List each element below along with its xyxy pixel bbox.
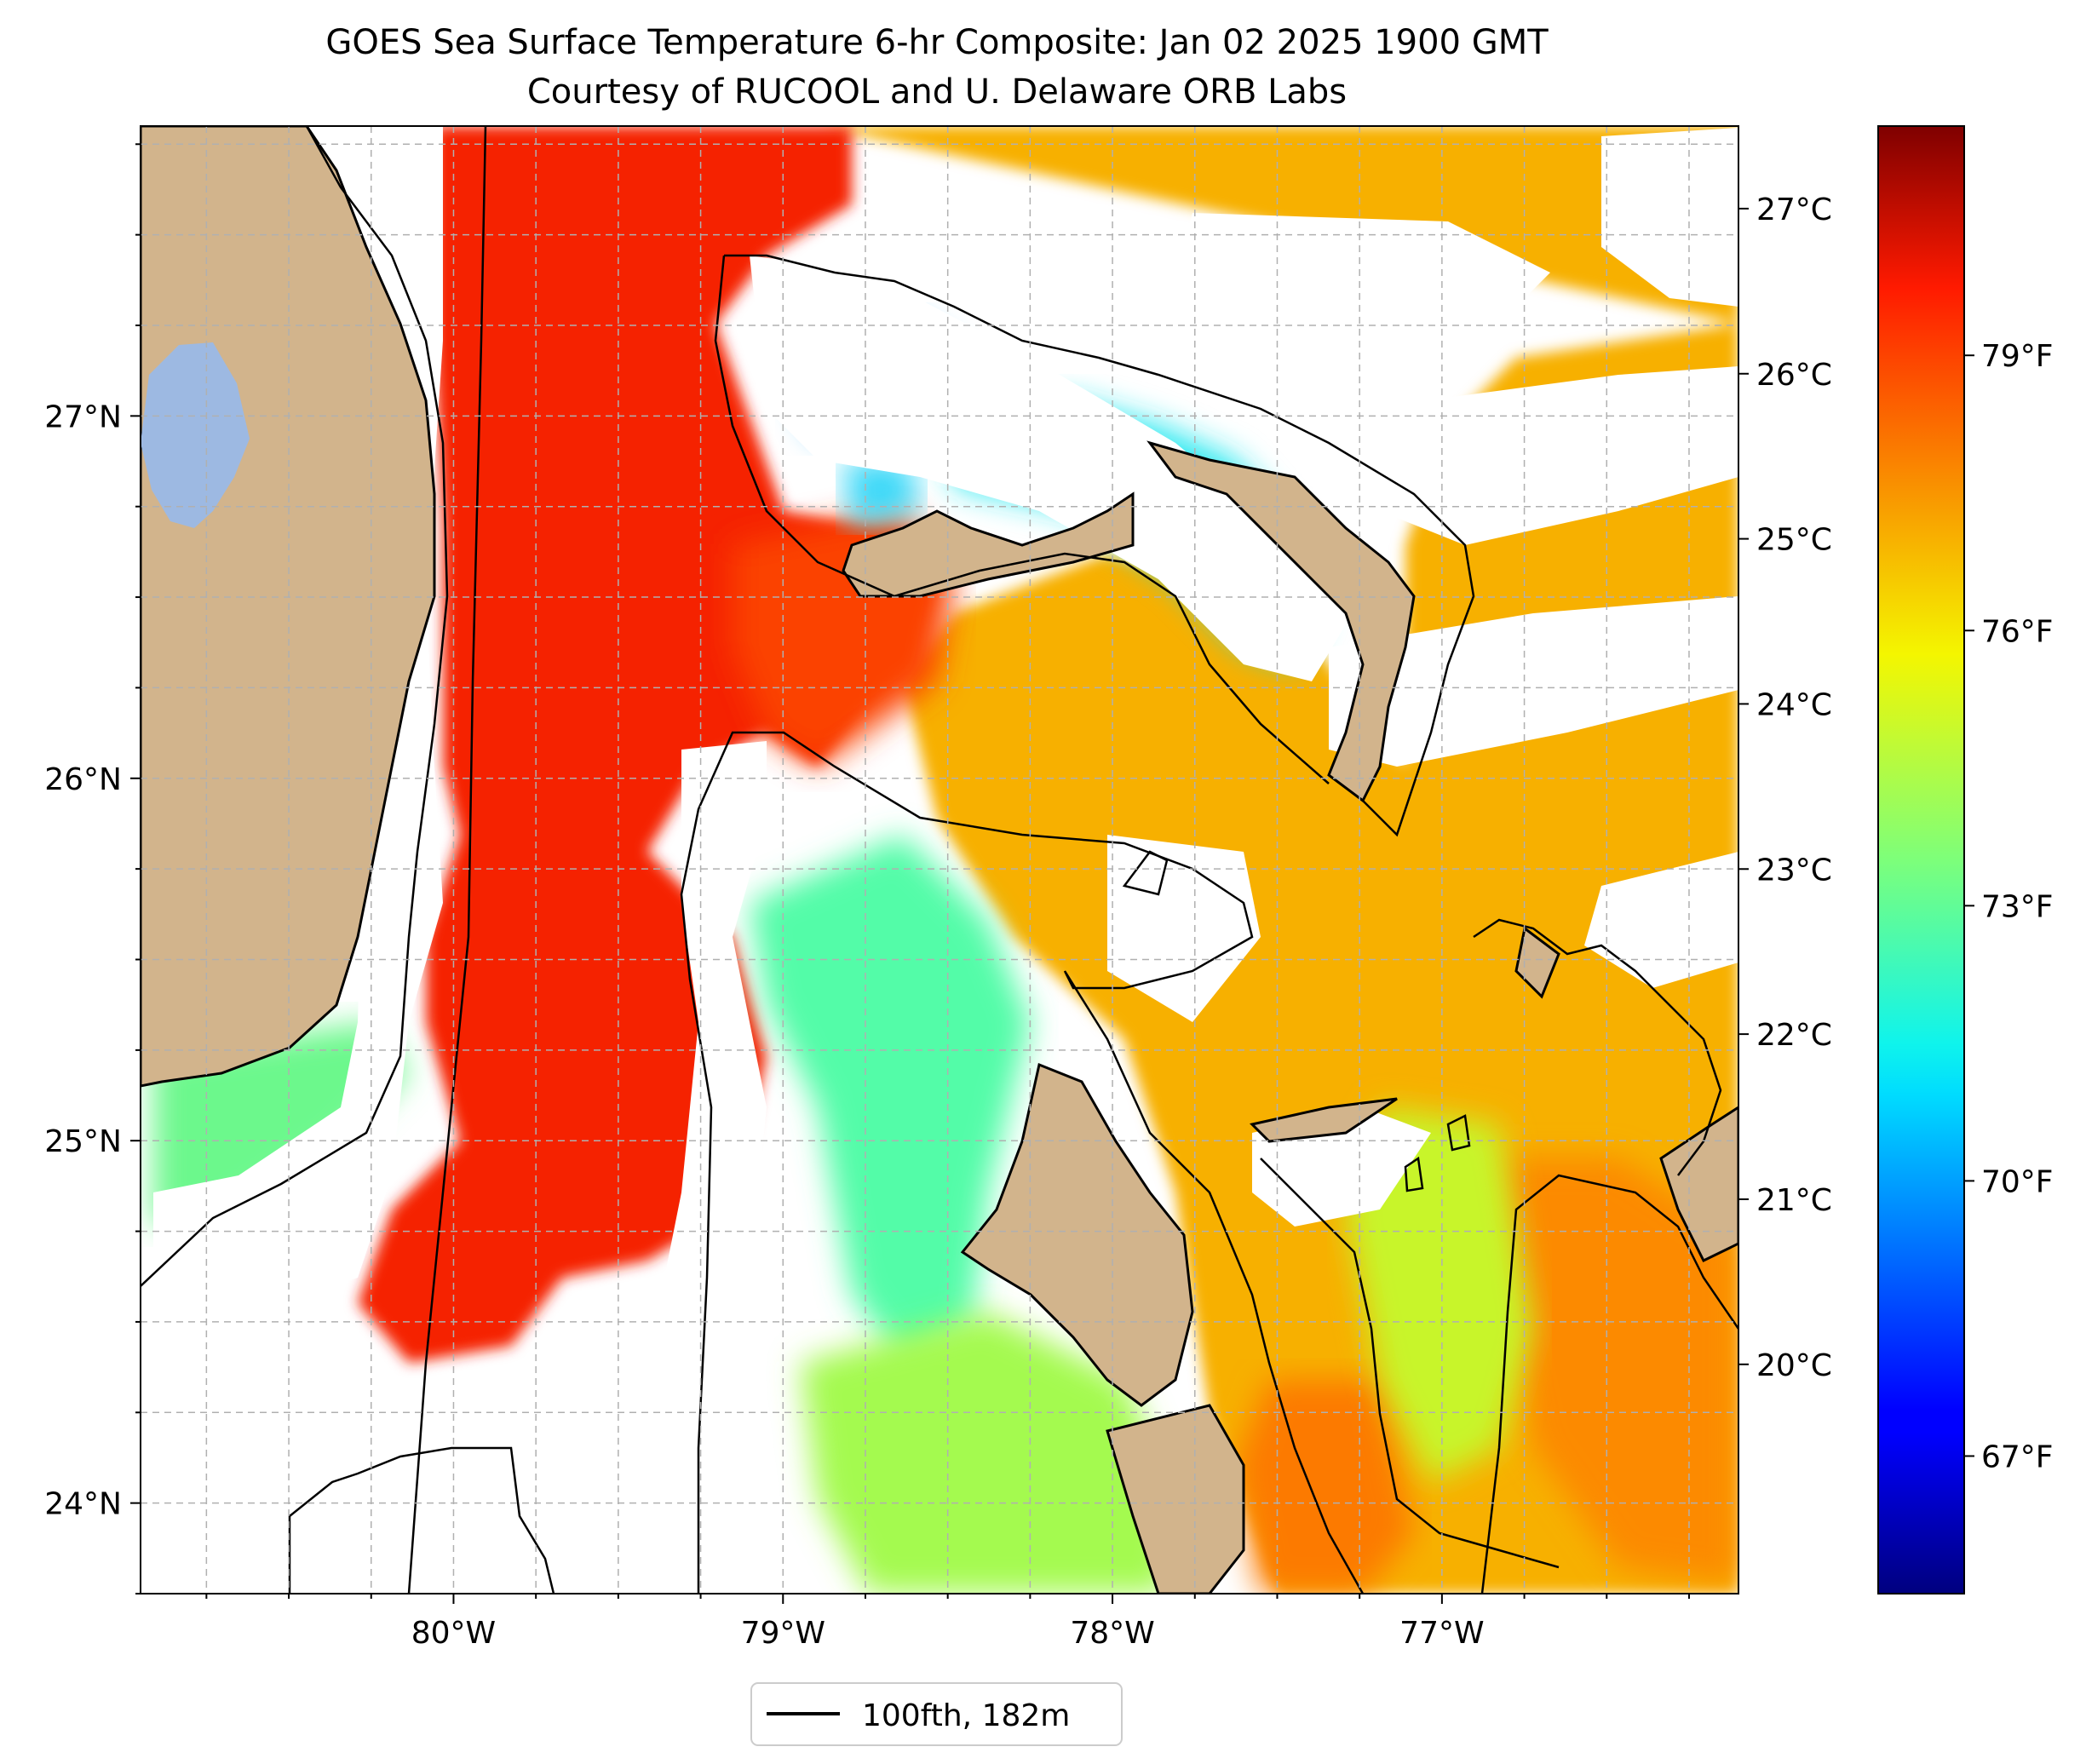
colorbar-celsius-ticks: 20°C 21°C 22°C 23°C 24°C 25°C 26°C 27°C: [1738, 192, 1832, 1383]
celsius-tick-label: 21°C: [1756, 1183, 1832, 1218]
cloud-gap-east-band-2: [1329, 596, 1738, 767]
contour-berry-islands: [1122, 850, 1169, 896]
cloud-gap-southeast-2: [1584, 852, 1738, 988]
lat-tick-label: 25°N: [44, 1124, 122, 1159]
land-masses: [141, 126, 1738, 1594]
eleuthera-island: [1250, 1097, 1398, 1143]
celsius-tick-label: 22°C: [1756, 1018, 1832, 1053]
fahrenheit-tick-label: 73°F: [1981, 889, 2054, 924]
contour-gulf-stream-west: [407, 126, 487, 1594]
lat-tick-label: 26°N: [44, 762, 122, 797]
colorbar: [1877, 125, 1965, 1594]
sst-green-south: [801, 1312, 1175, 1594]
contour-exuma-sound: [1480, 1174, 1738, 1594]
legend: 100fth, 182m: [750, 1682, 1123, 1746]
lon-tick-label: 80°W: [411, 1616, 496, 1651]
celsius-tick-label: 27°C: [1756, 192, 1832, 227]
map-axis-labels: 24°N 25°N 26°N 27°N 80°W 79°W 78°W 77°W: [44, 143, 1690, 1651]
andros-south-cay: [1106, 1404, 1245, 1594]
sst-cyan-west-lobe: [843, 460, 920, 528]
lon-tick-label: 79°W: [741, 1616, 825, 1651]
lon-tick-label: 78°W: [1070, 1616, 1154, 1651]
contour-east-bahamas: [1473, 918, 1722, 1176]
legend-box: [750, 1682, 1123, 1746]
legend-label: 100fth, 182m: [862, 1698, 1070, 1733]
celsius-tick-label: 24°C: [1756, 687, 1832, 722]
map-frame: [140, 125, 1739, 1594]
fahrenheit-tick-label: 67°F: [1981, 1439, 2054, 1474]
lat-tick-label: 27°N: [44, 399, 122, 434]
contour-tongue-of-ocean: [1260, 1158, 1560, 1569]
cloud-gap-central-channel: [647, 741, 767, 1380]
celsius-tick-label: 26°C: [1756, 358, 1832, 393]
sst-gulf-stream-red: [358, 126, 954, 1363]
celsius-tick-label: 23°C: [1756, 853, 1832, 888]
fahrenheit-tick-label: 79°F: [1981, 339, 2054, 374]
contour-little-bahama-south: [714, 255, 1330, 784]
lat-tick-label: 24°N: [44, 1487, 122, 1522]
east-islands: [1514, 926, 1560, 999]
grand-bahama-island: [842, 491, 1135, 598]
exuma-cays: [1659, 1106, 1738, 1262]
fahrenheit-tick-label: 70°F: [1981, 1164, 2054, 1199]
sst-warm-orange-south: [1235, 1380, 1414, 1594]
sst-field: [153, 126, 1738, 1594]
colorbar-fahrenheit-ticks: 67°F 70°F 73°F 76°F 79°F: [1964, 339, 2054, 1474]
celsius-tick-label: 25°C: [1756, 523, 1832, 558]
cloud-gap-east-band-1: [1363, 366, 1738, 545]
fahrenheit-tick-label: 76°F: [1981, 614, 2054, 649]
cloud-gap-southwest-box: [273, 1439, 528, 1594]
contour-great-bahama-bank: [680, 731, 1365, 1594]
cloud-gap-northeast-2: [1601, 128, 1738, 307]
celsius-tick-label: 20°C: [1756, 1348, 1832, 1383]
cloud-gap-north-bank: [750, 256, 1363, 681]
contour-east-shoal-2: [1404, 1156, 1424, 1192]
map-title: GOES Sea Surface Temperature 6-hr Compos…: [325, 23, 1549, 62]
contour-east-shoal-1: [1446, 1114, 1471, 1152]
map-panel: [141, 126, 1738, 1594]
lat-lon-grid: [141, 126, 1738, 1594]
contour-little-bahama-bank: [724, 254, 1475, 837]
contour-southwest-cay-sal: [288, 1446, 555, 1594]
sst-yellow-green-south: [1346, 1107, 1533, 1482]
cloud-gap-tongue-of-ocean: [1107, 835, 1261, 1022]
lon-tick-label: 77°W: [1399, 1616, 1484, 1651]
cloud-gaps: [153, 126, 1738, 1594]
sst-aqua-central: [750, 835, 1031, 1363]
contour-florida-shelf: [141, 126, 449, 1287]
lake-okeechobee: [141, 342, 250, 528]
bathymetry-contours: [141, 126, 1738, 1594]
cloud-gap-northeast-1: [1175, 213, 1550, 358]
map-subtitle: Courtesy of RUCOOL and U. Delaware ORB L…: [527, 72, 1347, 112]
sst-warm-orange-east: [1499, 1158, 1738, 1584]
